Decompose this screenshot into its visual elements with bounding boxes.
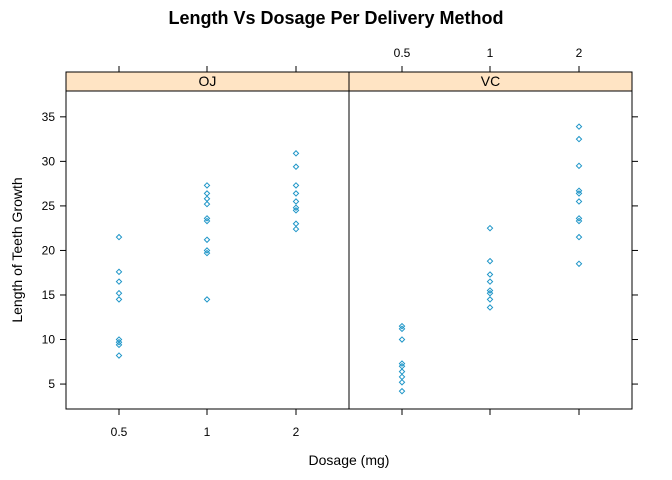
- x-tick-label: 0.5: [111, 425, 128, 439]
- data-point: [292, 150, 300, 157]
- data-point: [203, 217, 211, 225]
- panel-frame-oj: [65, 90, 350, 410]
- data-point: [203, 247, 211, 254]
- data-point: [398, 325, 406, 333]
- x-tick-label: 0.5: [394, 46, 411, 60]
- data-point: [203, 195, 211, 203]
- data-point: [398, 322, 406, 330]
- data-point: [203, 215, 211, 222]
- data-point: [398, 336, 406, 343]
- data-point: [575, 190, 583, 197]
- x-tick-label: 1: [204, 425, 211, 439]
- data-point: [398, 378, 406, 386]
- chart-title: Length Vs Dosage Per Delivery Method: [168, 8, 503, 28]
- data-point: [292, 207, 300, 214]
- data-point: [398, 360, 406, 367]
- data-point: [486, 257, 494, 265]
- data-point: [115, 278, 123, 285]
- data-point: [575, 198, 583, 205]
- y-tick-label: 10: [42, 333, 56, 347]
- y-axis-label: Length of Teeth Growth: [9, 177, 25, 322]
- data-point: [115, 233, 123, 241]
- y-tick-label: 25: [42, 199, 56, 213]
- data-point: [115, 341, 123, 349]
- panel-frame-vc: [348, 90, 633, 410]
- data-point: [292, 198, 300, 205]
- x-tick-label: 1: [487, 46, 494, 60]
- data-point: [115, 338, 123, 346]
- data-point: [115, 289, 123, 297]
- data-point: [486, 271, 494, 278]
- data-point: [575, 260, 583, 268]
- y-tick-label: 20: [42, 243, 56, 257]
- data-point: [575, 135, 583, 143]
- data-point: [203, 190, 211, 197]
- data-point: [486, 289, 494, 297]
- data-point: [203, 182, 211, 189]
- data-point: [486, 278, 494, 285]
- data-point: [486, 224, 494, 232]
- data-point: [292, 204, 300, 211]
- data-point: [115, 268, 123, 276]
- y-tick-label: 35: [42, 110, 56, 124]
- data-point: [398, 387, 406, 395]
- x-tick-label: 2: [576, 46, 583, 60]
- data-point: [575, 162, 583, 170]
- data-point: [292, 220, 300, 228]
- data-point: [115, 352, 123, 359]
- x-axis-label: Dosage (mg): [309, 452, 390, 468]
- y-tick-label: 15: [42, 288, 56, 302]
- strip-label-oj: OJ: [199, 73, 217, 89]
- data-point: [292, 163, 300, 171]
- data-point: [203, 249, 211, 257]
- data-point: [486, 287, 494, 294]
- data-point: [292, 190, 300, 197]
- data-point: [398, 368, 406, 375]
- data-point: [486, 296, 494, 303]
- data-point: [292, 225, 300, 233]
- data-point: [575, 217, 583, 225]
- data-point: [203, 296, 211, 303]
- data-point: [575, 215, 583, 222]
- strip-label-vc: VC: [481, 73, 500, 89]
- data-point: [292, 182, 300, 189]
- data-point: [575, 123, 583, 130]
- y-tick-label: 30: [42, 154, 56, 168]
- x-tick-label: 2: [293, 425, 300, 439]
- data-point: [203, 200, 211, 208]
- data-point: [575, 233, 583, 241]
- data-point: [203, 236, 211, 244]
- y-tick-label: 5: [48, 377, 55, 391]
- data-point: [575, 187, 583, 195]
- data-point: [115, 296, 123, 303]
- data-point: [486, 304, 494, 311]
- data-point: [398, 373, 406, 381]
